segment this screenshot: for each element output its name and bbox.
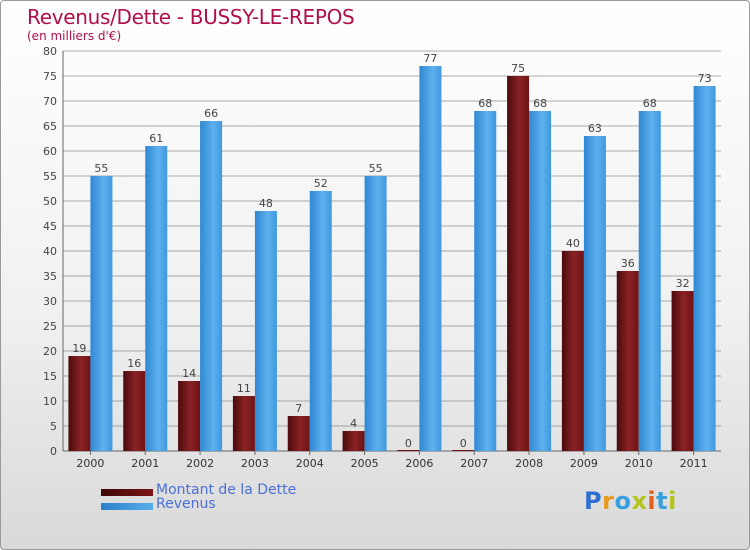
logo-letter: P [584,487,603,515]
y-tick-label: 25 [43,320,57,333]
bar-revenus [583,136,606,451]
bar-dette [561,251,584,451]
y-tick-label: 65 [43,120,57,133]
x-tick-label: 2004 [296,457,324,470]
y-tick-label: 30 [43,295,57,308]
data-label: 7 [295,402,302,415]
x-tick-label: 2003 [241,457,269,470]
data-label: 40 [566,237,580,250]
y-tick-label: 10 [43,395,57,408]
chart-subtitle: (en milliers d'€) [27,29,122,43]
logo-letter: o [614,487,632,515]
x-tick-label: 2010 [625,457,653,470]
logo-letter: i [668,487,677,515]
legend-swatch-revenus [101,503,153,510]
bar-dette [287,416,310,451]
bar-dette [507,76,530,451]
bar-dette [616,271,639,451]
legend-label-dette: Montant de la Dette [156,482,297,498]
bar-revenus [145,146,168,451]
bar-dette [232,396,255,451]
x-tick-label: 2000 [76,457,104,470]
bar-dette [671,291,694,451]
bar-revenus [693,86,716,451]
bar-revenus [200,121,223,451]
logo-letter: t [656,487,669,515]
y-tick-label: 55 [43,170,57,183]
data-label: 36 [621,257,635,270]
y-tick-label: 75 [43,70,57,83]
x-tick-label: 2011 [680,457,708,470]
logo-letter: x [631,487,648,515]
data-label: 0 [405,437,412,450]
bar-revenus [254,211,277,451]
data-label: 14 [182,367,196,380]
x-tick-label: 2009 [570,457,598,470]
data-label: 48 [259,197,273,210]
x-tick-label: 2008 [515,457,543,470]
y-tick-label: 50 [43,195,57,208]
data-label: 19 [72,342,86,355]
data-label: 0 [460,437,467,450]
data-label: 4 [350,417,357,430]
y-tick-label: 80 [43,45,57,58]
data-label: 68 [478,97,492,110]
bar-dette [123,371,146,451]
logo-letter: i [647,487,657,515]
chart-title: Revenus/Dette - BUSSY-LE-REPOS [27,5,355,29]
y-tick-label: 15 [43,370,57,383]
data-label: 75 [511,62,525,75]
bar-revenus [419,66,442,451]
y-tick-label: 45 [43,220,57,233]
data-label: 61 [149,132,163,145]
bar-revenus [474,111,497,451]
bar-revenus [638,111,661,451]
y-tick-label: 35 [43,270,57,283]
x-tick-label: 2001 [131,457,159,470]
bar-revenus [529,111,552,451]
data-label: 16 [127,357,141,370]
bar-dette [68,356,91,451]
bar-revenus [90,176,113,451]
data-label: 63 [588,122,602,135]
bar-dette [178,381,201,451]
logo-letter: r [602,487,615,515]
bar-revenus [364,176,387,451]
data-label: 73 [698,72,712,85]
legend-swatch-dette [101,489,153,496]
legend-label-revenus: Revenus [156,496,216,512]
data-label: 68 [643,97,657,110]
y-tick-label: 70 [43,95,57,108]
data-label: 11 [237,382,251,395]
bar-dette [342,431,365,451]
data-label: 66 [204,107,218,120]
x-tick-label: 2007 [460,457,488,470]
data-label: 77 [423,52,437,65]
x-tick-label: 2002 [186,457,214,470]
proxiti-logo: Proxiti [584,487,677,515]
data-label: 55 [369,162,383,175]
y-tick-label: 20 [43,345,57,358]
data-label: 52 [314,177,328,190]
data-label: 32 [676,277,690,290]
x-tick-label: 2005 [351,457,379,470]
y-tick-label: 60 [43,145,57,158]
y-tick-label: 40 [43,245,57,258]
y-tick-label: 5 [50,420,57,433]
x-tick-label: 2006 [405,457,433,470]
data-label: 55 [94,162,108,175]
y-tick-label: 0 [50,445,57,458]
data-label: 68 [533,97,547,110]
bar-revenus [309,191,332,451]
